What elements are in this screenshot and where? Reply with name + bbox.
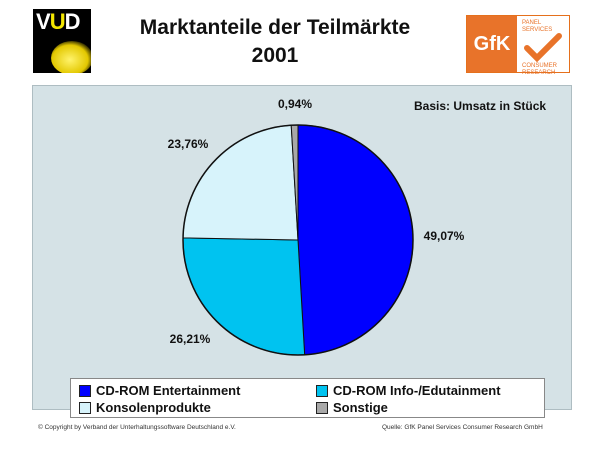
legend-item-entertainment: CD-ROM Entertainment (79, 383, 240, 398)
slice-edutainment-label: 26,21% (170, 332, 211, 346)
checkmark-icon (524, 33, 562, 63)
legend-label: Konsolenprodukte (96, 400, 211, 415)
legend-item-konsolen: Konsolenprodukte (79, 400, 211, 415)
source-note: Quelle: GfK Panel Services Consumer Rese… (382, 424, 543, 431)
slice-konsolen-label: 23,76% (168, 137, 209, 151)
legend: CD-ROM Entertainment CD-ROM Info-/Edutai… (70, 378, 545, 418)
legend-swatch (79, 384, 91, 397)
gfk-logo-consumer-research: CONSUMER RESEARCH (522, 63, 558, 76)
copyright-note: © Copyright by Verband der Unterhaltungs… (38, 424, 236, 431)
legend-label: CD-ROM Entertainment (96, 383, 241, 398)
legend-swatch (316, 384, 328, 397)
slice-entertainment (297, 124, 414, 356)
vud-logo: VUD (33, 9, 91, 73)
page-title: Marktanteile der Teilmärkte 2001 (110, 14, 440, 70)
legend-swatch (79, 401, 91, 414)
legend-item-edutainment: CD-ROM Info-/Edutainment (316, 383, 501, 398)
spotlight-graphic (51, 41, 91, 73)
gfk-logo-text: GfK (467, 16, 517, 72)
pie-outline (182, 124, 414, 356)
title-line-2: 2001 (251, 44, 299, 67)
vud-logo-text: VUD (36, 9, 80, 34)
slice-sonstige-label: 0,94% (278, 97, 312, 111)
legend-label: CD-ROM Info-/Edutainment (333, 383, 501, 398)
legend-item-sonstige: Sonstige (316, 400, 388, 415)
legend-swatch (316, 401, 328, 414)
legend-label: Sonstige (333, 400, 388, 415)
gfk-logo: GfK PANEL SERVICES CONSUMER RESEARCH (466, 15, 570, 76)
slice-entertainment-label: 49,07% (424, 229, 465, 243)
title-line-1: Marktanteile der Teilmärkte (139, 16, 411, 39)
chart-note: Basis: Umsatz in Stück (414, 99, 547, 113)
gfk-logo-panel-services: PANEL SERVICES (522, 20, 553, 33)
